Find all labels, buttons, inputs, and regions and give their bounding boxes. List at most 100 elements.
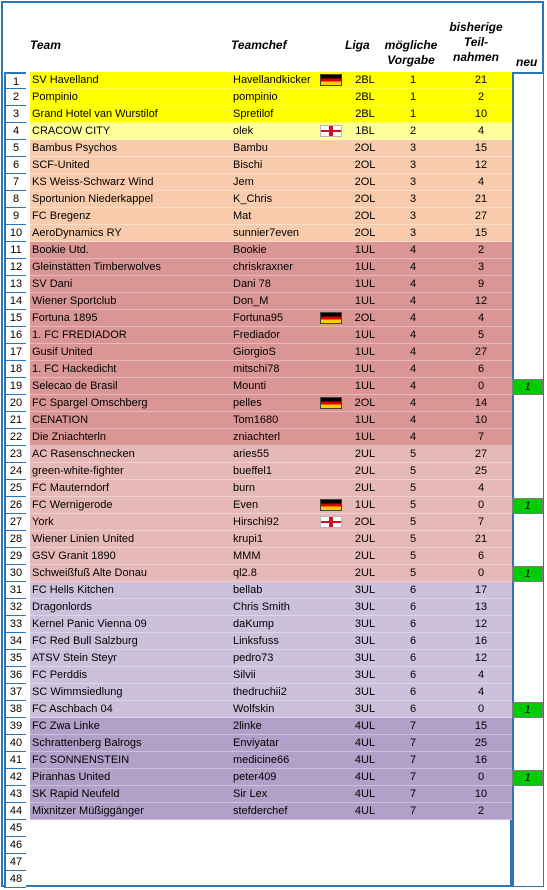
league-band bbox=[30, 497, 512, 514]
league-band bbox=[30, 514, 512, 531]
row-number: 36 bbox=[4, 667, 26, 684]
table-row: 27 York Hirschi92 2OL 5 7 bbox=[4, 514, 543, 531]
team-name: FC Aschbach 04 bbox=[32, 703, 113, 715]
team-manager: MMM bbox=[233, 550, 261, 562]
team-name: Wiener Linien United bbox=[32, 533, 135, 545]
table-row: 5 Bambus Psychos Bambu 2OL 3 15 bbox=[4, 140, 543, 157]
team-name: Grand Hotel van Wurstilof bbox=[32, 108, 158, 120]
league-band bbox=[30, 429, 512, 446]
team-manager: Sir Lex bbox=[233, 788, 268, 800]
handicap: 7 bbox=[409, 788, 417, 800]
handicap: 7 bbox=[409, 737, 417, 749]
league: 2OL bbox=[354, 227, 376, 239]
league-band bbox=[30, 633, 512, 650]
league-band bbox=[30, 769, 512, 786]
row-number: 10 bbox=[4, 225, 26, 242]
team-manager: Linksfuss bbox=[233, 635, 279, 647]
new-team-marker: 1 bbox=[512, 566, 543, 582]
handicap bbox=[399, 820, 427, 837]
league: 2UL bbox=[354, 550, 376, 562]
participations: 7 bbox=[477, 431, 485, 443]
team-name: Kernel Panic Vienna 09 bbox=[32, 618, 147, 630]
team-manager bbox=[233, 837, 327, 854]
handicap: 3 bbox=[409, 176, 417, 188]
team-manager: bueffel1 bbox=[233, 465, 272, 477]
team-name: FC Zwa Linke bbox=[32, 720, 100, 732]
league: 3UL bbox=[354, 601, 376, 613]
team-manager: Bambu bbox=[233, 142, 268, 154]
table-row: 8 Sportunion Niederkappel K_Chris 2OL 3 21 bbox=[4, 191, 543, 208]
team-name: SC Wimmsiedlung bbox=[32, 686, 123, 698]
team-name: GSV Granit 1890 bbox=[32, 550, 116, 562]
table-row: 4 CRACOW CITY olek 1BL 2 4 bbox=[4, 123, 543, 140]
row-number: 16 bbox=[4, 327, 26, 344]
participations: 21 bbox=[474, 533, 488, 545]
table-row: 20 FC Spargel Omschberg pelles 2OL 4 14 bbox=[4, 395, 543, 412]
handicap: 5 bbox=[409, 516, 417, 528]
league-band bbox=[30, 446, 512, 463]
team-name: Wiener Sportclub bbox=[32, 295, 117, 307]
row-number: 43 bbox=[4, 786, 26, 803]
team-name: Schrattenberg Balrogs bbox=[32, 737, 142, 749]
table-row: 13 SV Dani Dani 78 1UL 4 9 bbox=[4, 276, 543, 293]
participations: 17 bbox=[474, 584, 488, 596]
league-band bbox=[30, 565, 512, 582]
league-band bbox=[30, 72, 512, 89]
handicap: 4 bbox=[409, 295, 417, 307]
league: 1UL bbox=[354, 278, 376, 290]
league: 2OL bbox=[354, 397, 376, 409]
team-manager: Enviyatar bbox=[233, 737, 279, 749]
table-row: 46 bbox=[4, 837, 543, 854]
row-number: 23 bbox=[4, 446, 26, 463]
handicap: 3 bbox=[409, 227, 417, 239]
table-row: 15 Fortuna 1895 Fortuna95 2OL 4 4 bbox=[4, 310, 543, 327]
league: 2UL bbox=[354, 448, 376, 460]
league: 1UL bbox=[354, 363, 376, 375]
handicap: 1 bbox=[409, 74, 417, 86]
participations bbox=[467, 871, 495, 888]
league-band bbox=[30, 123, 512, 140]
team-manager: Wolfskin bbox=[233, 703, 275, 715]
header-vorgabe-line1: mögliche bbox=[384, 38, 438, 52]
header-vorgabe: mögliche Vorgabe bbox=[380, 38, 442, 68]
row-number: 4 bbox=[4, 123, 26, 140]
table-row: 1 SV Havelland Havellandkicker 2BL 1 21 bbox=[4, 72, 543, 89]
league: 2OL bbox=[354, 516, 376, 528]
team-manager: sunnier7even bbox=[233, 227, 300, 239]
row-number: 37 bbox=[4, 684, 26, 701]
team-manager: 2linke bbox=[233, 720, 262, 732]
league: 3UL bbox=[354, 669, 376, 681]
league: 2UL bbox=[354, 533, 376, 545]
league-band bbox=[30, 463, 512, 480]
league: 4UL bbox=[354, 788, 376, 800]
league-band bbox=[30, 106, 512, 123]
team-manager: Havellandkicker bbox=[233, 74, 311, 86]
league-band bbox=[30, 89, 512, 106]
row-number: 25 bbox=[4, 480, 26, 497]
league: 1UL bbox=[354, 295, 376, 307]
league-band bbox=[30, 327, 512, 344]
table-row: 14 Wiener Sportclub Don_M 1UL 4 12 bbox=[4, 293, 543, 310]
row-number: 27 bbox=[4, 514, 26, 531]
team-manager bbox=[233, 854, 327, 871]
team-name: FC Bregenz bbox=[32, 210, 91, 222]
team-manager: chriskraxner bbox=[233, 261, 293, 273]
team-manager: Tom1680 bbox=[233, 414, 279, 426]
table-row: 17 Gusif United GiorgioS 1UL 4 27 bbox=[4, 344, 543, 361]
handicap: 6 bbox=[409, 635, 417, 647]
handicap: 5 bbox=[409, 448, 417, 460]
row-number: 7 bbox=[4, 174, 26, 191]
germany-flag-icon bbox=[320, 312, 342, 324]
league-band bbox=[30, 531, 512, 548]
league: 3UL bbox=[354, 618, 376, 630]
participations: 27 bbox=[474, 210, 488, 222]
row-number: 22 bbox=[4, 429, 26, 446]
handicap: 5 bbox=[409, 465, 417, 477]
table-row: 33 Kernel Panic Vienna 09 daKump 3UL 6 12 bbox=[4, 616, 543, 633]
team-manager bbox=[233, 820, 327, 837]
team-name: KS Weiss-Schwarz Wind bbox=[32, 176, 154, 188]
team-name: Schweißfuß Alte Donau bbox=[32, 567, 147, 579]
participations: 0 bbox=[477, 703, 485, 715]
row-number: 42 bbox=[4, 769, 26, 786]
handicap: 1 bbox=[409, 108, 417, 120]
